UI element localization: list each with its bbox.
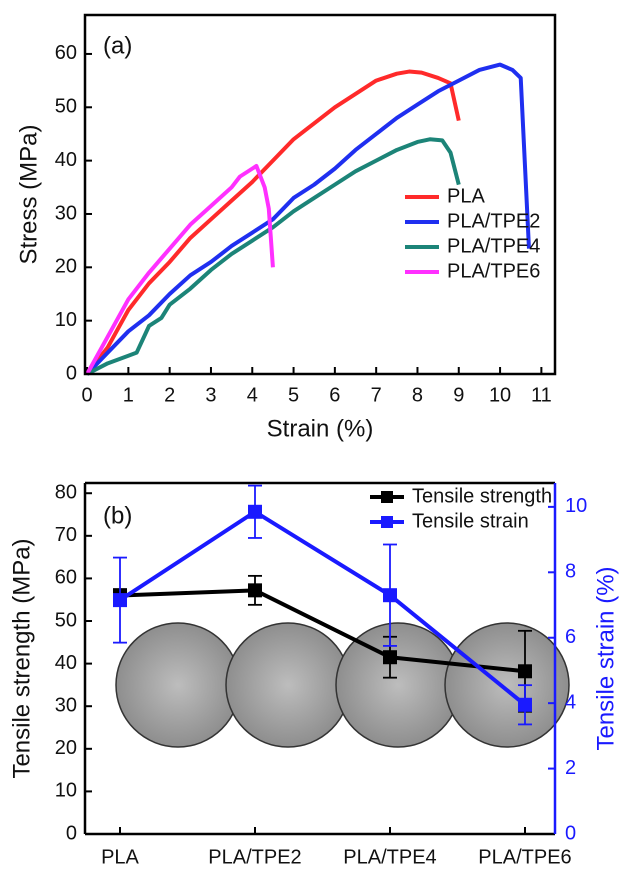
series-line	[119, 588, 526, 674]
micrograph	[225, 622, 351, 748]
x-tick-label: 0	[82, 384, 93, 406]
plot-frame	[83, 13, 557, 376]
marker	[518, 664, 532, 679]
y-tick-label: 80	[55, 482, 77, 504]
y-tick-label: 50	[55, 96, 77, 118]
x-tick-label: PLA/TPE6	[478, 846, 571, 868]
panel-label: (a)	[103, 32, 132, 59]
micrographs	[115, 622, 570, 748]
y-tick-label: 30	[55, 202, 77, 224]
y-tick-label: 60	[55, 567, 77, 589]
legend-label: PLA/TPE4	[447, 235, 540, 257]
y2-tick-label: 4	[565, 691, 576, 713]
series-line	[85, 69, 461, 376]
marker	[383, 588, 397, 603]
y-axis-title: Tensile strength (MPa)	[8, 538, 35, 778]
y2-tick-label: 0	[565, 822, 576, 844]
x-tick-label: PLA/TPE4	[343, 846, 436, 868]
y-tick-label: 20	[55, 737, 77, 759]
y-tick-label: 10	[55, 309, 77, 331]
legend-label: PLA/TPE6	[447, 260, 540, 282]
y-tick-label: 50	[55, 609, 77, 631]
y-tick-label: 70	[55, 524, 77, 546]
x-tick-label: 10	[489, 384, 511, 406]
y2-tick-label: 6	[565, 626, 576, 648]
x-tick-label: 6	[329, 384, 340, 406]
legend-label: PLA/TPE2	[447, 210, 540, 232]
x-tick-label: PLA	[101, 846, 139, 868]
x-tick-label: 7	[371, 384, 382, 406]
series-line	[85, 62, 531, 376]
marker	[518, 697, 532, 712]
y-axis-title: Stress (MPa)	[15, 124, 42, 264]
y-tick-label: 30	[55, 694, 77, 716]
y-tick-label: 20	[55, 256, 77, 278]
x-tick-label: PLA/TPE2	[208, 846, 301, 868]
x-axis-title: Strain (%)	[267, 415, 374, 442]
y2-tick-label: 2	[565, 757, 576, 779]
legend-marker	[381, 491, 393, 503]
y-tick-label: 10	[55, 780, 77, 802]
x-tick-label: 2	[164, 384, 175, 406]
y-tick-label: 0	[66, 822, 77, 844]
y2-tick-label: 10	[565, 495, 587, 517]
x-tick-label: 3	[205, 384, 216, 406]
y-tick-label: 0	[66, 362, 77, 384]
x-tick-label: 4	[247, 384, 258, 406]
marker	[248, 504, 262, 519]
panel-label: (b)	[103, 502, 132, 529]
legend-label: Tensile strength	[412, 485, 552, 507]
legend-label: Tensile strain	[412, 510, 529, 532]
legend-marker	[381, 516, 393, 528]
x-tick-label: 1	[123, 384, 134, 406]
y-tick-label: 40	[55, 149, 77, 171]
x-tick-label: 5	[288, 384, 299, 406]
legend-label: PLA	[447, 185, 485, 207]
series-line	[85, 163, 275, 375]
y2-axis-title: Tensile strain (%)	[592, 566, 619, 750]
series-line	[118, 509, 527, 707]
x-tick-label: 11	[531, 384, 552, 406]
micrograph	[115, 622, 241, 748]
x-tick-label: 8	[412, 384, 423, 406]
y-tick-label: 60	[55, 42, 77, 64]
marker	[113, 593, 127, 608]
micrograph	[444, 622, 570, 748]
x-tick-label: 9	[453, 384, 464, 406]
marker	[248, 583, 262, 598]
y-tick-label: 40	[55, 652, 77, 674]
marker	[383, 650, 397, 665]
y2-tick-label: 8	[565, 561, 576, 583]
series-line	[86, 137, 461, 376]
